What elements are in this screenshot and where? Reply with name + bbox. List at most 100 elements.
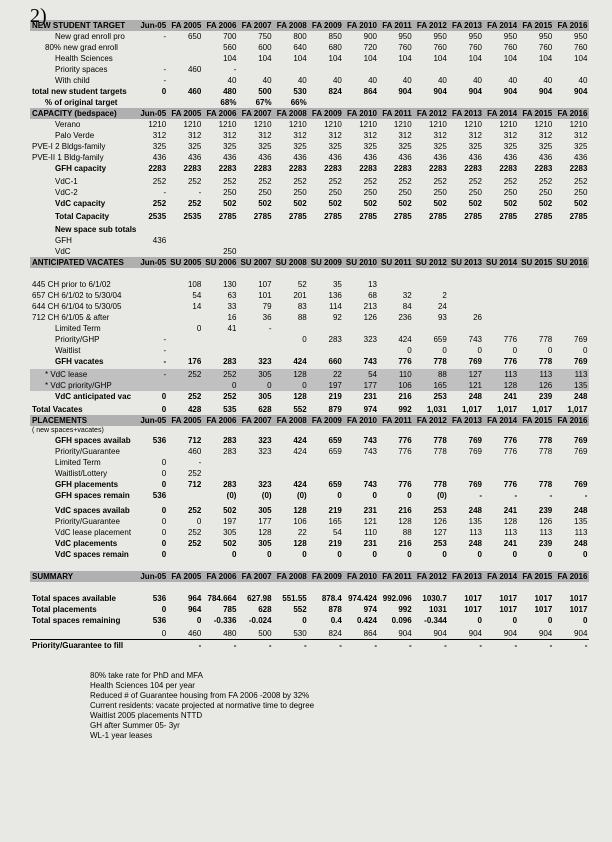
data-cell (519, 97, 554, 108)
data-cell: 126 (414, 516, 449, 527)
data-cell: 640 (274, 42, 309, 53)
row-label: VdC capacity (30, 198, 138, 209)
data-cell: 436 (484, 152, 519, 163)
data-cell (519, 301, 554, 312)
data-cell: 964 (168, 604, 203, 615)
data-cell: 312 (309, 130, 344, 141)
year-header: FA 2011 (379, 415, 414, 426)
data-cell: 530 (274, 628, 309, 640)
data-cell (344, 246, 379, 257)
year-header: SU 2013 (449, 257, 484, 268)
year-header: SU 2015 (519, 257, 554, 268)
data-cell: 743 (344, 435, 379, 446)
data-cell: 13 (344, 279, 379, 290)
data-cell (414, 468, 449, 479)
data-cell: 325 (554, 141, 589, 152)
data-cell: 104 (449, 53, 484, 64)
data-cell: 0 (138, 604, 168, 615)
data-cell: 22 (274, 527, 309, 538)
data-cell: 136 (309, 290, 344, 301)
data-cell (309, 246, 344, 257)
data-cell: 325 (519, 141, 554, 152)
data-cell: 177 (238, 516, 273, 527)
data-cell: 502 (344, 198, 379, 209)
year-header: FA 2015 (519, 20, 554, 31)
data-cell (238, 64, 273, 75)
data-cell: 312 (484, 130, 519, 141)
row-label: Priority/Guarantee to fill (30, 640, 138, 652)
row-label: GFH spaces availab (30, 435, 138, 446)
row-label: Health Sciences (30, 53, 138, 64)
data-cell (414, 279, 449, 290)
data-cell: 776 (484, 435, 519, 446)
row-label: * VdC lease (30, 369, 138, 380)
data-cell (138, 97, 168, 108)
data-cell: 0 (274, 380, 309, 391)
year-header: FA 2005 (168, 108, 203, 119)
data-cell: 110 (344, 527, 379, 538)
data-cell: 248 (449, 505, 484, 516)
data-cell: 0 (203, 549, 238, 560)
data-cell (238, 224, 273, 235)
data-cell: 312 (168, 130, 203, 141)
data-cell: 778 (519, 446, 554, 457)
data-cell: 252 (168, 538, 203, 549)
data-cell: 712 (168, 435, 203, 446)
data-cell: 252 (414, 176, 449, 187)
data-cell: 40 (309, 75, 344, 86)
year-header: FA 2014 (484, 20, 519, 31)
year-header: Jun-05 (138, 571, 168, 582)
data-cell (168, 75, 203, 86)
year-header: FA 2015 (519, 108, 554, 119)
data-cell: 536 (138, 435, 168, 446)
data-cell (484, 235, 519, 246)
data-cell: 54 (309, 527, 344, 538)
year-header: FA 2007 (238, 108, 273, 119)
data-cell: 66% (274, 97, 309, 108)
data-cell: 252 (203, 391, 238, 402)
data-cell: 502 (238, 198, 273, 209)
data-cell: - (238, 323, 273, 334)
data-cell: 904 (484, 628, 519, 640)
data-cell (484, 246, 519, 257)
data-cell: 40 (274, 75, 309, 86)
data-cell: 325 (484, 141, 519, 152)
data-cell: 52 (274, 279, 309, 290)
data-cell (309, 468, 344, 479)
data-cell (519, 64, 554, 75)
row-label: VdC anticipated vac (30, 391, 138, 402)
data-cell (274, 246, 309, 257)
data-cell: 1210 (414, 119, 449, 130)
data-cell (379, 97, 414, 108)
data-cell (138, 446, 168, 457)
row-label: New grad enroll pro (30, 31, 138, 42)
row-label: 712 CH 6/1/05 & after (30, 312, 138, 323)
data-cell: - (138, 64, 168, 75)
data-cell (449, 224, 484, 235)
section-title: ANTICIPATED VACATES (30, 257, 138, 268)
data-cell: - (274, 640, 309, 652)
data-cell (309, 235, 344, 246)
data-cell: 248 (449, 391, 484, 402)
data-cell: 536 (138, 615, 168, 626)
data-cell (554, 246, 589, 257)
data-cell: 68 (344, 290, 379, 301)
data-cell: (0) (274, 490, 309, 501)
data-cell: 2785 (238, 211, 273, 222)
data-cell (344, 457, 379, 468)
data-cell: 1210 (519, 119, 554, 130)
year-header: FA 2010 (344, 571, 379, 582)
data-cell (519, 468, 554, 479)
data-cell: 760 (379, 42, 414, 53)
data-cell: 104 (484, 53, 519, 64)
row-label: GFH (30, 235, 138, 246)
data-cell: 113 (484, 527, 519, 538)
data-cell: 24 (414, 301, 449, 312)
data-cell: 63 (203, 290, 238, 301)
data-cell: 110 (379, 369, 414, 380)
data-cell: 530 (274, 86, 309, 97)
year-header: FA 2013 (449, 415, 484, 426)
data-cell: 2283 (309, 163, 344, 174)
data-cell: 712 (168, 479, 203, 490)
data-cell: 2535 (138, 211, 168, 222)
